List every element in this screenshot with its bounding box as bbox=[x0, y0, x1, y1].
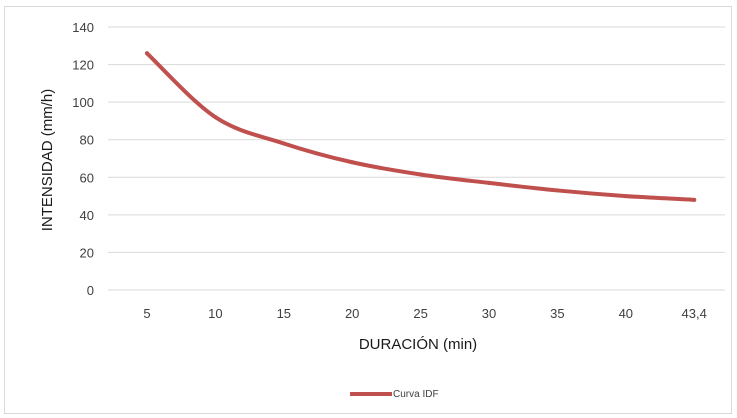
x-axis-title: DURACIÓN (min) bbox=[359, 336, 477, 353]
y-tick-label: 140 bbox=[72, 20, 94, 35]
x-tick-label: 15 bbox=[277, 306, 291, 321]
y-tick-label: 120 bbox=[72, 58, 94, 73]
x-tick-label: 25 bbox=[413, 306, 427, 321]
x-tick-label: 30 bbox=[482, 306, 496, 321]
legend-label-curva-idf: Curva IDF bbox=[393, 389, 439, 400]
x-tick-label: 35 bbox=[550, 306, 564, 321]
x-tick-label: 5 bbox=[143, 306, 150, 321]
legend: Curva IDF bbox=[350, 389, 439, 400]
data-point-20 bbox=[350, 160, 355, 165]
series-points bbox=[145, 51, 697, 202]
x-tick-label: 10 bbox=[208, 306, 222, 321]
y-tick-label: 20 bbox=[80, 245, 94, 260]
data-point-30 bbox=[487, 180, 491, 185]
gridlines bbox=[108, 26, 725, 291]
x-tick-label: 40 bbox=[619, 306, 633, 321]
data-point-40 bbox=[623, 194, 628, 199]
data-point-43,4 bbox=[692, 197, 697, 202]
y-axis-title: INTENSIDAD (mm/h) bbox=[39, 89, 56, 232]
chart-frame bbox=[4, 6, 732, 414]
y-tick-label: 40 bbox=[80, 208, 94, 223]
y-tick-label: 80 bbox=[80, 133, 94, 148]
data-point-35 bbox=[555, 188, 560, 193]
data-point-25 bbox=[418, 172, 423, 177]
y-tick-labels: 0 20 40 60 80 100 120 140 bbox=[72, 20, 94, 298]
y-tick-label: 0 bbox=[87, 283, 94, 298]
y-tick-label: 60 bbox=[80, 170, 94, 185]
x-tick-labels: 5 10 15 20 25 30 35 40 43,4 bbox=[143, 306, 706, 321]
y-tick-label: 100 bbox=[72, 95, 94, 110]
data-point-5 bbox=[145, 51, 149, 56]
x-tick-label: 43,4 bbox=[682, 306, 707, 321]
x-tick-label: 20 bbox=[345, 306, 359, 321]
series-line-curva-idf bbox=[145, 51, 697, 202]
data-point-10 bbox=[213, 115, 218, 120]
data-point-15 bbox=[281, 141, 286, 146]
